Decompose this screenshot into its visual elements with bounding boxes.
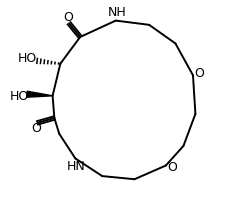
Text: HO: HO <box>9 90 29 103</box>
Text: O: O <box>167 161 177 174</box>
Text: O: O <box>32 122 41 135</box>
Text: O: O <box>63 11 73 24</box>
Text: HN: HN <box>67 160 85 173</box>
Text: NH: NH <box>107 6 126 19</box>
Polygon shape <box>27 91 53 97</box>
Text: O: O <box>194 67 204 80</box>
Text: HO: HO <box>17 52 37 65</box>
